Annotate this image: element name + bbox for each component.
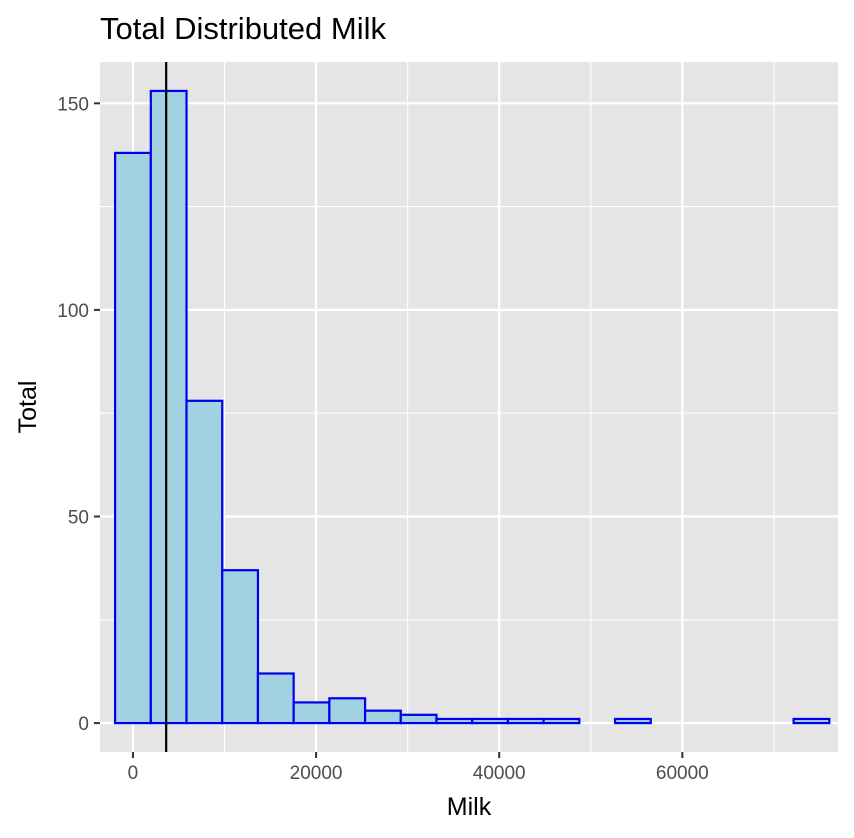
y-tick-label: 0 [78,714,89,735]
histogram-bar [114,151,152,725]
histogram-bar [542,717,581,725]
x-tick-label: 20000 [290,763,343,784]
histogram-bar [792,717,831,725]
histogram-bar [221,569,260,725]
histogram-bar [399,713,438,725]
histogram-bar [435,717,474,725]
y-axis: 0 50 100 150 [57,94,100,735]
histogram-bar [292,701,331,725]
histogram-bar [185,399,224,725]
histogram-bar [149,89,188,725]
chart-title: Total Distributed Milk [100,11,386,46]
x-axis-title: Milk [447,793,492,821]
histogram-bars [114,89,831,725]
y-tick-label: 100 [57,301,89,322]
histogram-bar [256,672,295,725]
y-tick-label: 150 [57,94,89,115]
histogram-bar [613,717,652,725]
x-tick-label: 0 [128,763,139,784]
histogram-bar [363,709,402,725]
histogram-bar [471,717,510,725]
x-tick-label: 60000 [656,763,709,784]
x-axis: 0 20000 40000 60000 [128,752,709,784]
x-tick-label: 40000 [473,763,526,784]
y-axis-title: Total [14,381,42,434]
y-tick-label: 50 [68,507,89,528]
histogram-bar [328,697,367,725]
minor-gridlines [100,62,838,752]
histogram-bar [506,717,545,725]
